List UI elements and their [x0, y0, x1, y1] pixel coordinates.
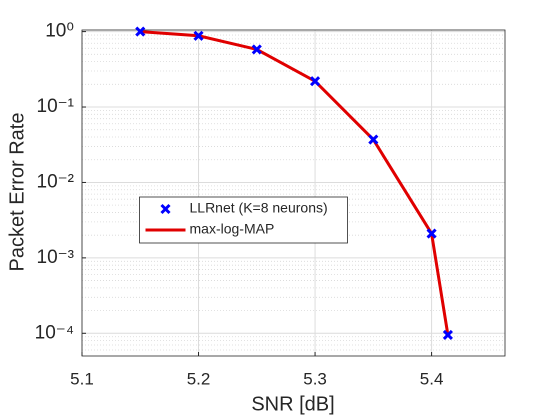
plot-border [81, 29, 506, 357]
legend-box [139, 196, 348, 244]
y-tick-label: 10⁻¹ [37, 96, 75, 117]
marker [368, 134, 379, 145]
y-axis-label: Packet Error Rate [6, 113, 28, 272]
y-tick-label: 10⁻³ [37, 247, 75, 268]
marker [442, 329, 453, 341]
marker [309, 76, 321, 87]
marker [426, 228, 437, 239]
legend-marker [160, 203, 171, 215]
x-tick-label: 5.4 [420, 369, 444, 388]
x-tick-label: 5.2 [187, 369, 211, 388]
x-axis-label: SNR [dB] [251, 393, 334, 415]
y-tick-label: 10⁻⁴ [35, 322, 74, 343]
y-tick-label: 10⁻² [37, 171, 75, 192]
marker [251, 44, 262, 55]
x-tick-label: 5.3 [303, 369, 327, 388]
x-tick-label: 5.1 [70, 369, 94, 388]
marker [135, 26, 146, 37]
plot-area [82, 30, 505, 356]
y-tick-label: 10⁰ [45, 21, 74, 42]
marker [193, 30, 204, 41]
legend-label: LLRnet (K=8 neurons) [190, 200, 328, 216]
legend-label: max-log-MAP [190, 221, 275, 237]
